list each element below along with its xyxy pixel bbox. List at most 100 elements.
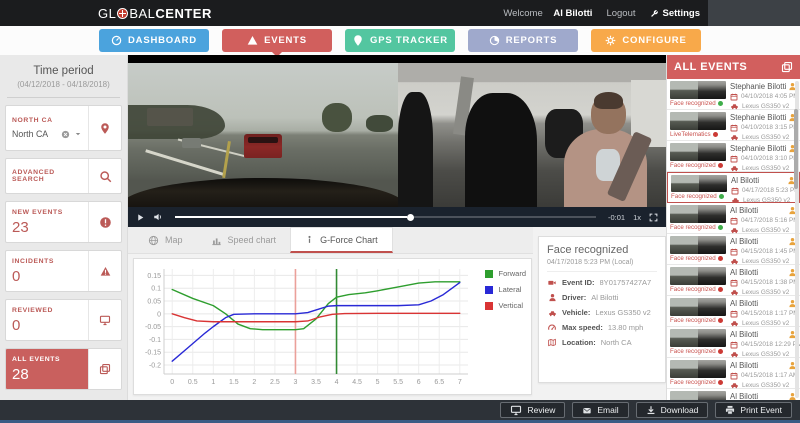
calendar-icon	[731, 187, 739, 195]
nav-button[interactable]: GPS TRACKER	[345, 29, 455, 52]
event-list-item[interactable]: LiveTelematics Stephanie Bilotti 04/10/2…	[667, 110, 800, 141]
status-dot	[717, 225, 723, 230]
field-label: Vehicle	[562, 308, 590, 317]
calendar-icon	[730, 310, 738, 318]
event-list-item[interactable]: Face recognized Al Bilotti 04/15/2018 1:…	[667, 358, 800, 389]
car-icon	[730, 164, 739, 172]
time-period-range: (04/12/2018 - 04/18/2018)	[17, 80, 110, 89]
svg-text:0: 0	[157, 311, 161, 318]
events-scrollbar-track[interactable]	[794, 81, 799, 398]
play-button[interactable]	[136, 213, 145, 222]
logo-text-bold: CENTER	[155, 5, 212, 21]
event-list-item[interactable]: Face recognized Al Bilotti 04/15/2018 1:…	[667, 234, 800, 265]
tree	[322, 103, 353, 133]
tab[interactable]: Map	[134, 227, 197, 253]
field-label: Max speed	[562, 323, 603, 332]
status-dot	[717, 318, 723, 323]
divider	[7, 97, 120, 98]
settings-link[interactable]: Settings	[650, 8, 700, 19]
nav-button[interactable]: REPORTS	[468, 29, 578, 52]
seek-bar[interactable]	[175, 213, 596, 221]
wrench-icon	[650, 9, 659, 18]
field-value: 8Y01757427A7	[599, 278, 652, 287]
advanced-search-label: ADVANCED SEARCH	[12, 169, 55, 183]
tab[interactable]: G-Force Chart	[290, 227, 393, 253]
advanced-search-card[interactable]: ADVANCED SEARCH	[5, 158, 122, 194]
event-list-item[interactable]: Face recognized Al Bilotti 04/17/2018 5:…	[667, 172, 800, 204]
nav-button[interactable]: EVENTS	[222, 29, 332, 57]
calendar-icon	[730, 124, 738, 132]
copy-icon	[88, 349, 121, 389]
event-caption: Face recognized	[671, 193, 728, 200]
event-list-item[interactable]: Face recognized Al Bilotti 04/15/2018 1:…	[667, 296, 800, 327]
copy-icon[interactable]	[781, 61, 793, 73]
events-scrollbar-thumb[interactable]	[794, 109, 798, 189]
status-dot	[717, 101, 723, 106]
event-date: 04/10/2018 4:05 PM	[741, 93, 799, 100]
volume-icon[interactable]	[153, 212, 163, 222]
stat-card[interactable]: REVIEWED 0	[5, 299, 122, 341]
event-list-item[interactable]: Face recognized Al Bilotti 04/17/2018 5:…	[667, 203, 800, 234]
svg-text:0.15: 0.15	[147, 273, 161, 280]
svg-text:0.05: 0.05	[147, 299, 161, 306]
event-vehicle: Lexus GS350 v2	[742, 164, 790, 172]
map-pin-icon[interactable]	[88, 106, 121, 150]
fullscreen-icon[interactable]	[649, 213, 658, 222]
event-timestamp: 04/17/2018 5:23 PM (Local)	[547, 259, 657, 272]
gforce-chart-card: 0.15 0.1 0.05 0 -0.05 -0.1 -0.15 -0.2 0 0.5 1 1.5 2 2…	[133, 258, 532, 395]
stat-value: 28	[12, 366, 29, 383]
monitor-icon	[510, 404, 522, 416]
calendar-icon	[730, 372, 738, 380]
nav-button[interactable]: CONFIGURE	[591, 29, 701, 52]
event-list-item[interactable]: Face recognized Al Bilotti 04/15/2018 1:…	[667, 265, 800, 296]
calendar-icon	[730, 248, 738, 256]
event-details-card: Face recognized 04/17/2018 5:23 PM (Loca…	[538, 236, 666, 383]
face-icon	[788, 206, 797, 215]
face-icon	[788, 268, 797, 277]
nav-button[interactable]: DASHBOARD	[99, 29, 209, 52]
face-icon	[788, 82, 797, 91]
all-events-panel: ALL EVENTS Face recognized	[666, 55, 800, 400]
face-icon	[788, 330, 797, 339]
event-list-item[interactable]: Face recognized Stephanie Bilotti 04/10/…	[667, 141, 800, 172]
car-icon	[730, 288, 739, 296]
stat-card[interactable]: ALL EVENTS 28	[5, 348, 122, 390]
action-button[interactable]: Email	[572, 402, 629, 418]
event-driver-name: Stephanie Bilotti	[730, 144, 787, 153]
event-caption: Face recognized	[670, 317, 727, 324]
cabin-camera-view	[398, 63, 666, 207]
car-icon	[731, 196, 740, 204]
event-vehicle: Lexus GS350 v2	[742, 350, 790, 358]
stat-card[interactable]: INCIDENTS 0	[5, 250, 122, 292]
svg-text:3: 3	[294, 379, 298, 386]
calendar-icon	[730, 279, 738, 287]
event-date: 04/15/2018 12:29 PM	[741, 341, 800, 348]
stat-label: INCIDENTS	[12, 258, 55, 265]
field-value: Al Bilotti	[591, 293, 619, 302]
stat-card[interactable]: NEW EVENTS 23	[5, 201, 122, 243]
action-button[interactable]: Print Event	[715, 402, 792, 418]
action-button[interactable]: Download	[635, 402, 709, 418]
event-list-item[interactable]: Al Bilotti	[667, 389, 800, 400]
logout-link[interactable]: Logout	[606, 7, 636, 19]
svg-text:0.1: 0.1	[151, 286, 161, 293]
pie-chart-icon	[489, 35, 500, 46]
video-controls: -0:01 1x	[128, 207, 666, 227]
event-list-item[interactable]: Face recognized Stephanie Bilotti 04/10/…	[667, 79, 800, 110]
event-driver-name: Al Bilotti	[730, 392, 759, 400]
event-driver-name: Stephanie Bilotti	[730, 82, 787, 91]
seek-handle[interactable]	[406, 213, 414, 221]
bush	[365, 114, 393, 133]
status-dot	[712, 132, 718, 137]
event-details-title: Face recognized	[547, 244, 629, 256]
calendar-icon	[730, 341, 738, 349]
clear-selection-icon[interactable]	[61, 130, 70, 139]
event-list-item[interactable]: Face recognized Al Bilotti 04/15/2018 12…	[667, 327, 800, 358]
action-button[interactable]: Review	[500, 402, 566, 418]
region-select[interactable]: North CA	[12, 129, 82, 139]
welcome-text: Welcome Al Bilotti	[503, 7, 593, 19]
event-thumbnail	[670, 360, 726, 378]
chevron-down-icon[interactable]	[74, 130, 82, 138]
playback-speed[interactable]: 1x	[633, 212, 641, 222]
tab[interactable]: Speed chart	[197, 227, 291, 253]
